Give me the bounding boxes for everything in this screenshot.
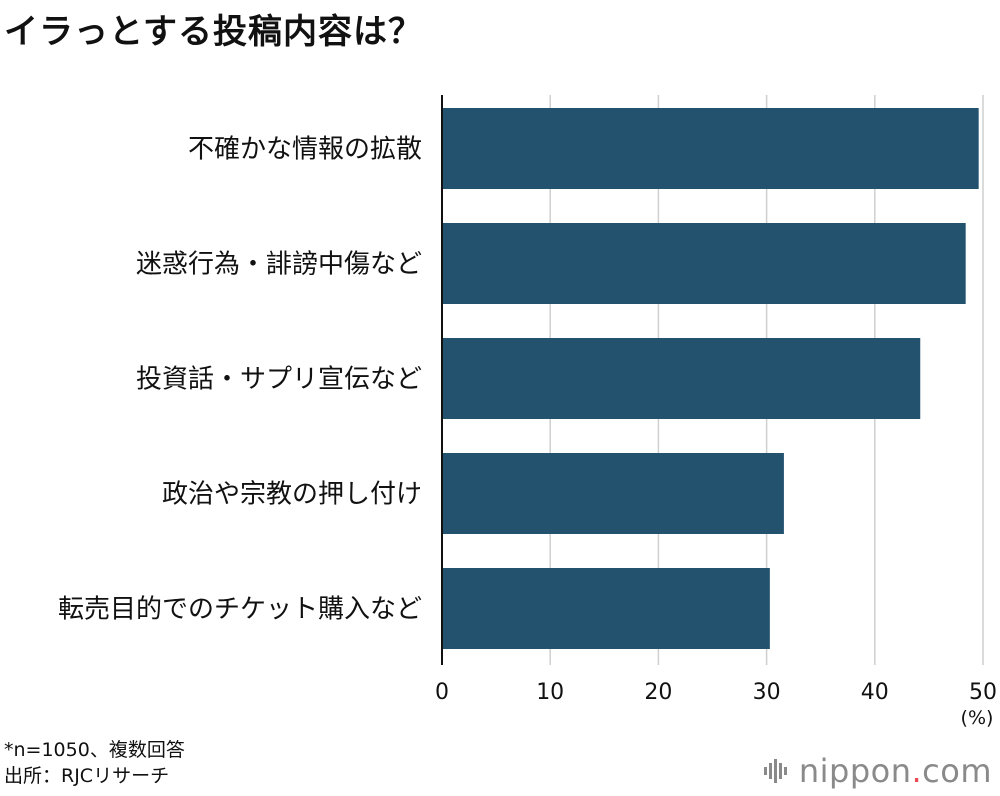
x-axis-ticks: 0 10 20 30 40 50 [435, 680, 997, 705]
source-note: 出所：RJCリサーチ [4, 765, 170, 787]
x-tick-label: 20 [644, 680, 672, 705]
x-tick-label: 10 [536, 680, 564, 705]
x-tick-label: 50 [969, 680, 997, 705]
bar-1 [442, 223, 966, 304]
x-tick-label: 40 [861, 680, 889, 705]
category-label: 迷惑行為・誹謗中傷など [136, 250, 422, 280]
bar-4 [442, 568, 770, 649]
bar-0 [442, 108, 979, 189]
sample-note: *n=1050、複数回答 [4, 739, 185, 761]
brand-suffix: com [922, 752, 992, 790]
category-label: 不確かな情報の拡散 [188, 135, 422, 165]
waveform-logo-icon [763, 759, 787, 783]
brand-logo: nippon. com [763, 752, 992, 790]
bar-3 [442, 453, 784, 534]
bars [442, 108, 979, 649]
brand-dot: . [911, 752, 923, 790]
x-tick-label: 30 [753, 680, 781, 705]
brand-name: nippon [798, 752, 912, 790]
unit-label: (%) [961, 707, 994, 729]
category-labels: 不確かな情報の拡散迷惑行為・誹謗中傷など投資話・サプリ宣伝など政治や宗教の押し付… [58, 135, 422, 625]
category-label: 投資話・サプリ宣伝など [136, 365, 422, 395]
bar-chart: 不確かな情報の拡散迷惑行為・誹謗中傷など投資話・サプリ宣伝など政治や宗教の押し付… [58, 95, 997, 729]
bar-2 [442, 338, 921, 419]
category-label: 政治や宗教の押し付け [162, 480, 422, 510]
category-label: 転売目的でのチケット購入など [58, 595, 422, 625]
x-tick-label: 0 [435, 680, 449, 705]
chart-title: イラっとする投稿内容は？ [4, 12, 423, 52]
